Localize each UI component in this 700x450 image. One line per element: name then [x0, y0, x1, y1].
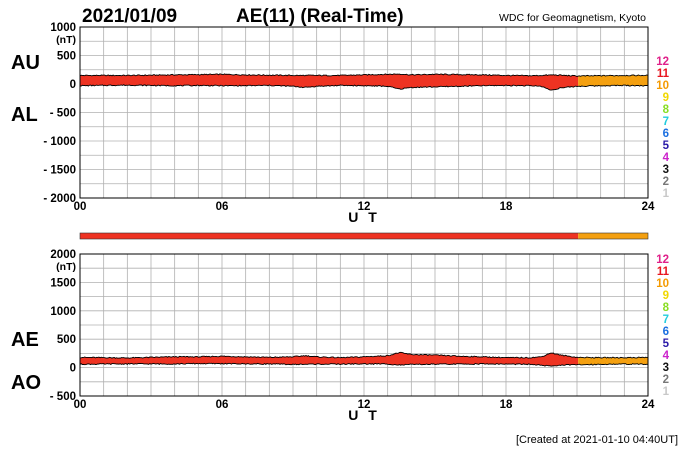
station-count-label: 9 [663, 290, 669, 302]
y-tick-label: - 2000 [43, 193, 76, 205]
station-count-label: 11 [657, 68, 670, 80]
date-label: 2021/01/09 [82, 6, 177, 27]
y-tick-label: - 1500 [43, 165, 76, 177]
data-band-segment [578, 357, 648, 365]
station-count-label: 1 [663, 188, 670, 200]
y-tick-label: 2000 [50, 249, 76, 261]
source-label: WDC for Geomagnetism, Kyoto [499, 12, 646, 24]
x-tick-label: 18 [500, 201, 513, 213]
station-count-label: 10 [656, 80, 669, 92]
y-tick-label: - 500 [50, 391, 76, 403]
x-axis-label: U T [348, 407, 380, 423]
data-band-segment [578, 74, 648, 87]
station-count-label: 8 [663, 104, 670, 116]
data-band-segment [80, 73, 579, 91]
x-tick-label: 00 [74, 399, 87, 411]
station-count-label: 12 [656, 56, 669, 68]
y-tick-label: 1000 [50, 22, 76, 34]
x-tick-label: 00 [74, 201, 87, 213]
y-tick-label: 500 [57, 334, 76, 346]
station-count-label: 10 [656, 278, 669, 290]
series-line-au [79, 73, 649, 77]
x-tick-label: 12 [358, 399, 371, 411]
x-tick-label: 06 [216, 399, 229, 411]
chart-title: AE(11) (Real-Time) [236, 6, 404, 27]
x-tick-label: 24 [642, 399, 655, 411]
y-tick-label: 1000 [50, 306, 76, 318]
station-count-label: 5 [663, 140, 670, 152]
x-tick-label: 18 [500, 399, 513, 411]
station-count-label: 2 [663, 176, 669, 188]
station-count-label: 2 [663, 374, 669, 386]
station-count-label: 11 [657, 266, 670, 278]
station-count-segment [80, 233, 579, 239]
series-label-au: AU [11, 52, 40, 74]
ae-ao-panel: 2000 1500 1000 500 0 - 500 (nT) 00 06 12 18 24 U T AE… [11, 249, 655, 423]
plot-frame [79, 26, 649, 199]
y-tick-label: 1500 [50, 277, 76, 289]
series-line-al [80, 84, 649, 91]
created-timestamp: [Created at 2021-01-10 04:40UT] [516, 434, 678, 446]
series-line-ao [79, 362, 649, 367]
station-count-label: 4 [663, 152, 670, 164]
station-count-label: 6 [663, 326, 669, 338]
y-tick-label: 0 [70, 363, 76, 375]
x-tick-label: 06 [216, 201, 229, 213]
y-unit-label: (nT) [56, 34, 76, 46]
station-count-label: 1 [663, 386, 670, 398]
series-label-ae: AE [11, 329, 39, 351]
station-count-frame [79, 232, 649, 240]
station-count-label: 7 [663, 314, 669, 326]
station-count-label: 3 [663, 164, 669, 176]
x-axis-label: U T [348, 209, 380, 225]
plot-frame [79, 253, 649, 397]
station-count-bar [79, 232, 649, 240]
y-unit-label: (nT) [56, 261, 76, 273]
y-tick-label: - 500 [50, 108, 76, 120]
station-count-label: 4 [663, 350, 670, 362]
station-count-label: 12 [656, 254, 669, 266]
station-count-label: 5 [663, 338, 670, 350]
station-count-label: 7 [663, 116, 669, 128]
station-count-segment [578, 233, 648, 239]
y-tick-label: - 1000 [43, 136, 76, 148]
series-line-ae [79, 351, 649, 359]
station-count-label: 6 [663, 128, 669, 140]
station-count-label: 9 [663, 92, 669, 104]
series-label-al: AL [11, 104, 38, 126]
station-count-label: 3 [663, 362, 669, 374]
x-tick-label: 12 [358, 201, 371, 213]
au-al-panel: 1000 500 0 - 500 - 1000 - 1500 - 2000 (nT) 00 06 1… [11, 22, 655, 225]
y-tick-label: 0 [70, 79, 76, 91]
y-tick-label: 500 [57, 51, 76, 63]
series-label-ao: AO [11, 372, 41, 394]
station-count-label: 8 [663, 302, 670, 314]
x-tick-label: 24 [642, 201, 655, 213]
